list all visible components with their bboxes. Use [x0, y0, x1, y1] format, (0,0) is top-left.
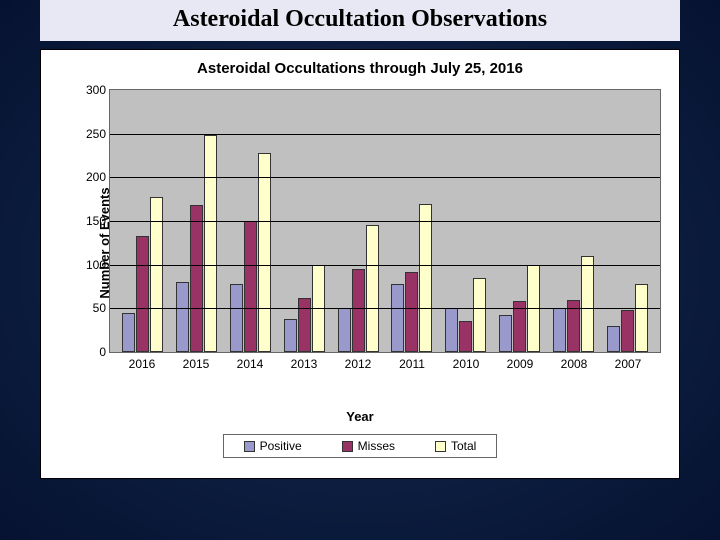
x-ticks: 2016201520142013201220112010200920082007 [109, 353, 661, 371]
bar [122, 313, 135, 352]
chart-container: Asteroidal Occultations through July 25,… [40, 49, 680, 479]
bar [352, 269, 365, 352]
legend-item: Misses [342, 439, 395, 453]
x-tick-label: 2013 [277, 353, 331, 371]
bar [553, 308, 566, 352]
bar [459, 321, 472, 352]
bar [581, 256, 594, 352]
bar [298, 298, 311, 352]
gridline [110, 308, 660, 309]
y-tick-label: 200 [86, 170, 110, 184]
bar [204, 135, 217, 352]
legend-label: Total [451, 439, 476, 453]
x-tick-label: 2014 [223, 353, 277, 371]
bar [621, 310, 634, 352]
legend: Positive Misses Total [223, 434, 498, 458]
bar [176, 282, 189, 352]
legend-swatch [435, 441, 446, 452]
legend-swatch [342, 441, 353, 452]
chart-body: Number of Events 050100150200250300 2016… [51, 83, 669, 403]
gridline [110, 177, 660, 178]
bar [607, 326, 620, 352]
legend-item: Positive [244, 439, 302, 453]
bar [190, 205, 203, 352]
bar [244, 221, 257, 352]
x-tick-label: 2010 [439, 353, 493, 371]
bar [136, 236, 149, 352]
x-tick-label: 2011 [385, 353, 439, 371]
bar [405, 272, 418, 352]
y-tick-label: 100 [86, 258, 110, 272]
bar [499, 315, 512, 352]
gridline [110, 134, 660, 135]
bar [391, 284, 404, 352]
bar [284, 319, 297, 352]
gridline [110, 265, 660, 266]
y-tick-label: 250 [86, 127, 110, 141]
bar [419, 204, 432, 352]
y-tick-label: 300 [86, 83, 110, 97]
bar [366, 225, 379, 352]
legend-label: Misses [358, 439, 395, 453]
legend-item: Total [435, 439, 476, 453]
gridline [110, 221, 660, 222]
bar [258, 153, 271, 352]
legend-swatch [244, 441, 255, 452]
y-tick-label: 50 [93, 301, 110, 315]
x-axis-label: Year [51, 409, 669, 424]
x-tick-label: 2009 [493, 353, 547, 371]
y-tick-label: 150 [86, 214, 110, 228]
bar [635, 284, 648, 352]
bar [338, 308, 351, 352]
x-tick-label: 2007 [601, 353, 655, 371]
slide-title: Asteroidal Occultation Observations [40, 0, 680, 41]
chart-title: Asteroidal Occultations through July 25,… [51, 60, 669, 77]
bar [230, 284, 243, 352]
x-tick-label: 2015 [169, 353, 223, 371]
plot-wrap: 050100150200250300 201620152014201320122… [109, 89, 661, 371]
x-tick-label: 2016 [115, 353, 169, 371]
legend-label: Positive [260, 439, 302, 453]
bar [473, 278, 486, 352]
plot-area: 050100150200250300 [109, 89, 661, 353]
bar [445, 308, 458, 352]
y-tick-label: 0 [99, 345, 110, 359]
bar [150, 197, 163, 352]
x-tick-label: 2012 [331, 353, 385, 371]
x-tick-label: 2008 [547, 353, 601, 371]
